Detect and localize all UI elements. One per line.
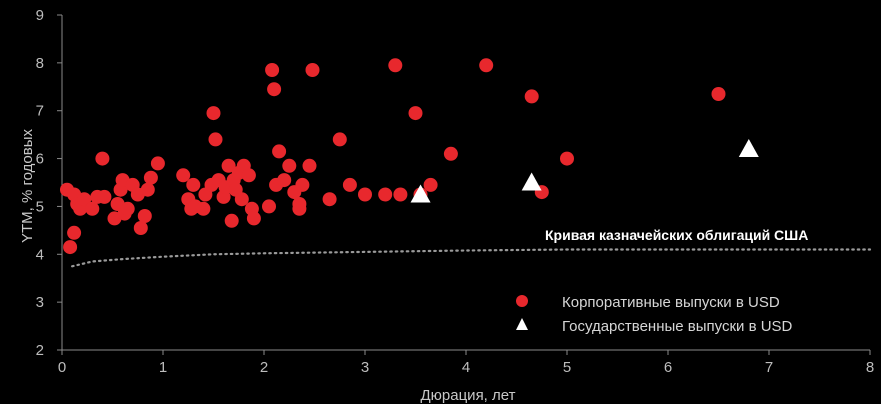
corporate-bond-point (332, 132, 347, 147)
x-axis-label: Дюрация, лет (421, 387, 516, 404)
y-tick-label: 6 (36, 151, 44, 168)
corporate-bond-point (221, 158, 236, 173)
data-points (60, 58, 759, 255)
corporate-bond-point (305, 63, 320, 77)
x-tick-label: 1 (159, 359, 167, 376)
y-tick-label: 2 (36, 342, 44, 359)
corporate-bond-point (85, 201, 100, 216)
government-bond-point (410, 184, 431, 203)
corporate-bond-point (140, 182, 155, 197)
corporate-bond-point (443, 146, 458, 161)
corporate-bond-point (208, 132, 223, 147)
corporate-bond-point (265, 63, 280, 77)
x-tick-label: 6 (664, 359, 672, 376)
corporate-bond-point (358, 187, 372, 202)
corporate-bond-point (322, 192, 337, 207)
corporate-bond-point (137, 209, 152, 223)
corporate-bond-point (67, 225, 82, 240)
x-tick-label: 4 (462, 359, 470, 376)
axes: 2 3 4 5 6 7 8 9 0 1 2 3 4 5 6 7 8 (36, 7, 875, 376)
x-tick-label: 5 (563, 359, 571, 376)
corporate-bond-point (120, 201, 135, 216)
x-tick-label: 0 (58, 359, 66, 376)
y-tick-label: 3 (36, 294, 44, 311)
corporate-bond-point (224, 213, 239, 228)
y-tick-label: 5 (36, 198, 44, 215)
government-bond-point (738, 139, 759, 157)
corporate-bond-point (272, 144, 287, 159)
corporate-bond-point (234, 192, 249, 207)
corporate-bond-point (246, 211, 261, 226)
corporate-bond-point (711, 87, 726, 101)
treasury-curve-line (71, 248, 872, 268)
corporate-bond-point (302, 158, 317, 173)
corporate-bond-point (63, 240, 78, 255)
corporate-bond-point (560, 151, 574, 166)
corporate-bond-point (95, 151, 110, 166)
corporate-bond-point (378, 187, 393, 202)
corporate-bond-point (524, 89, 539, 104)
corporate-bond-point (277, 173, 292, 188)
x-tick-label: 3 (361, 359, 369, 376)
corporate-bond-point (77, 192, 92, 207)
corporate-bond-point (479, 58, 494, 73)
corporate-bond-point (393, 187, 408, 202)
corporate-bond-point (143, 170, 158, 185)
treasury-curve (71, 248, 872, 268)
government-bond-point (521, 172, 542, 191)
y-axis-label: YTM, % годовых (19, 129, 36, 244)
corporate-bond-point (295, 177, 310, 192)
legend-circle-marker (516, 295, 528, 307)
x-tick-label: 8 (866, 359, 874, 376)
legend-government-label: Государственные выпуски в USD (562, 318, 793, 335)
y-tick-label: 4 (36, 246, 44, 263)
legend-triangle-marker (516, 318, 528, 330)
corporate-bond-point (97, 189, 112, 204)
y-tick-label: 7 (36, 103, 44, 120)
corporate-bond-point (282, 158, 297, 173)
curve-annotation: Кривая казначейских облигаций США (545, 227, 808, 243)
corporate-bond-point (388, 58, 403, 73)
x-tick-label: 7 (765, 359, 773, 376)
corporate-bond-point (196, 201, 211, 216)
corporate-bond-point (133, 221, 148, 235)
corporate-bond-point (206, 106, 221, 121)
y-tick-label: 8 (36, 55, 44, 72)
corporate-bond-point (186, 177, 201, 192)
corporate-bond-point (150, 156, 165, 171)
corporate-bond-point (176, 168, 191, 183)
x-tick-label: 2 (260, 359, 268, 376)
y-tick-label: 9 (36, 7, 44, 24)
corporate-bond-point (423, 177, 438, 192)
corporate-bond-point (262, 199, 276, 214)
legend-corporate-label: Корпоративные выпуски в USD (562, 294, 780, 311)
legend: Корпоративные выпуски в USD Государствен… (516, 294, 793, 335)
corporate-bond-point (292, 201, 307, 216)
corporate-bond-point (241, 168, 256, 183)
corporate-bond-point (408, 106, 423, 121)
corporate-bond-point (342, 177, 357, 192)
corporate-bond-point (267, 82, 282, 97)
